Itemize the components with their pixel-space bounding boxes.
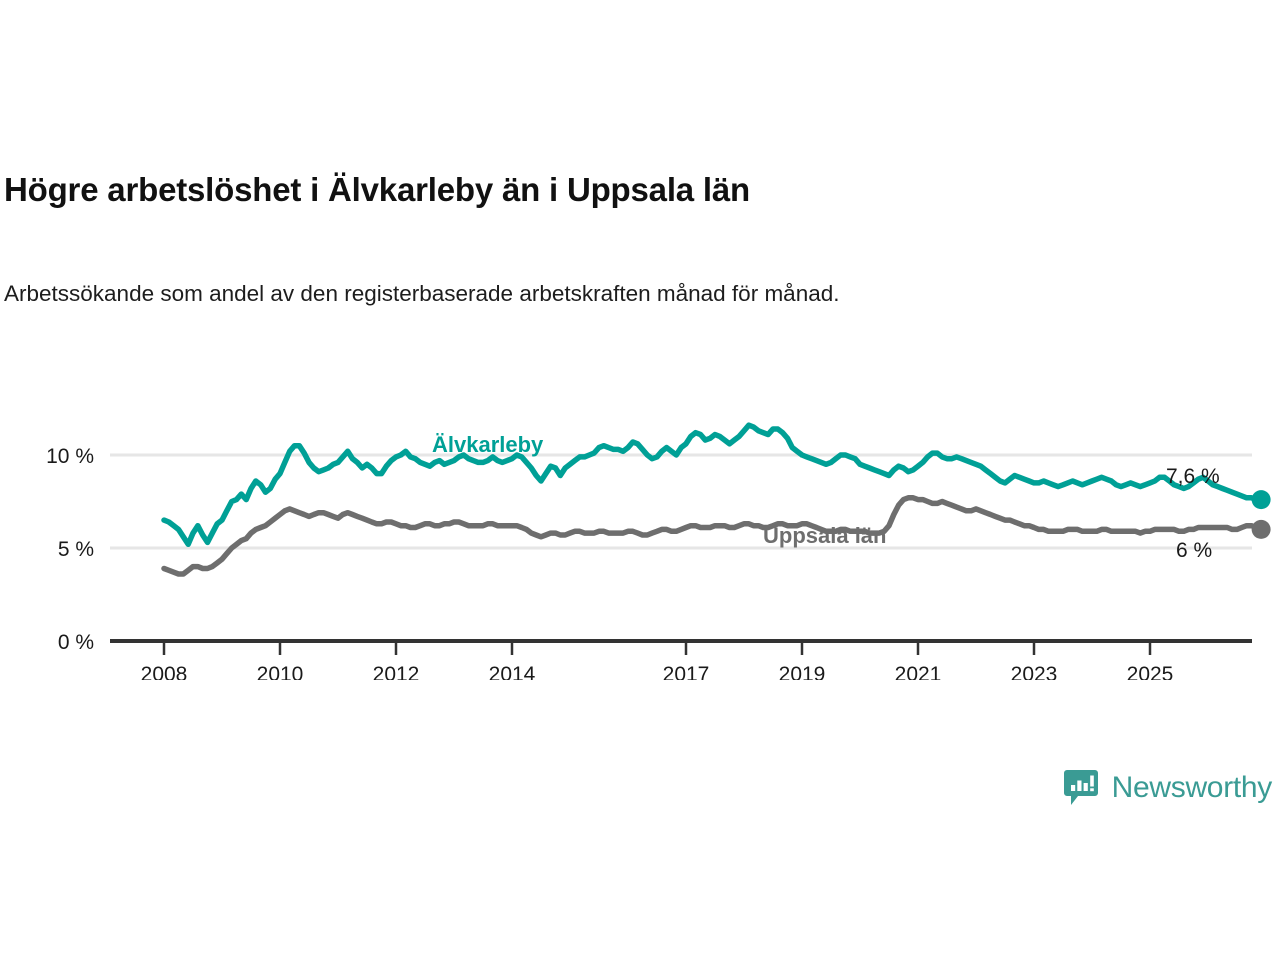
series-inline-label-uppsala: Uppsala län: [763, 523, 886, 548]
series-endpoint-dot: [1251, 519, 1271, 539]
x-tick-label: 2021: [895, 663, 942, 680]
y-tick-label: 5 %: [58, 538, 94, 561]
y-axis-tick-labels: 0 % 5 % 10 %: [46, 445, 94, 654]
chart-svg: 0 %5 %10 % 2008 2010 2012 2014 2017 2019 2021 2…: [46, 422, 1271, 680]
line-chart: 0 % 5 % 10 % 2008 2010 2012 2014 2017 2019 2021 2…: [0, 380, 1280, 680]
newsworthy-wordmark: Newsworthy: [1111, 771, 1273, 804]
x-tick-label: 2014: [489, 663, 536, 680]
x-tick-label: 2023: [1011, 663, 1058, 680]
y-tick-label: 0 %: [58, 631, 94, 654]
series-annotations: Älvkarleby Uppsala län 7,6 % 6 %: [432, 432, 1220, 562]
chart-subtitle: Arbetssökande som andel av den registerb…: [4, 280, 840, 306]
x-tick-label: 2019: [779, 663, 826, 680]
x-tick-label: 2010: [257, 663, 304, 680]
x-tick-label: 2017: [663, 663, 710, 680]
page-title: Högre arbetslöshet i Älvkarleby än i Upp…: [4, 171, 750, 209]
data-series: [161, 422, 1271, 577]
series-line-uppsala: [161, 495, 1264, 577]
y-tick-label: 10 %: [46, 445, 94, 468]
endpoint-value-label-alvkarleby: 7,6 %: [1166, 465, 1220, 488]
x-tick-label: 2025: [1127, 663, 1174, 680]
gridlines: [110, 453, 1252, 550]
x-axis: [110, 639, 1252, 655]
x-tick-label: 2012: [373, 663, 420, 680]
series-inline-label-alvkarleby: Älvkarleby: [432, 432, 544, 457]
newsworthy-bars-bubble-icon: [1063, 770, 1098, 805]
newsworthy-logo[interactable]: Newsworthy: [1061, 768, 1272, 808]
x-axis-tick-labels: 2008 2010 2012 2014 2017 2019 2021 2023 2025: [141, 663, 1174, 680]
series-line-alvkarleby: [161, 422, 1264, 548]
x-tick-label: 2008: [141, 663, 188, 680]
series-endpoint-dot: [1251, 490, 1271, 510]
endpoint-value-label-uppsala: 6 %: [1176, 539, 1212, 562]
